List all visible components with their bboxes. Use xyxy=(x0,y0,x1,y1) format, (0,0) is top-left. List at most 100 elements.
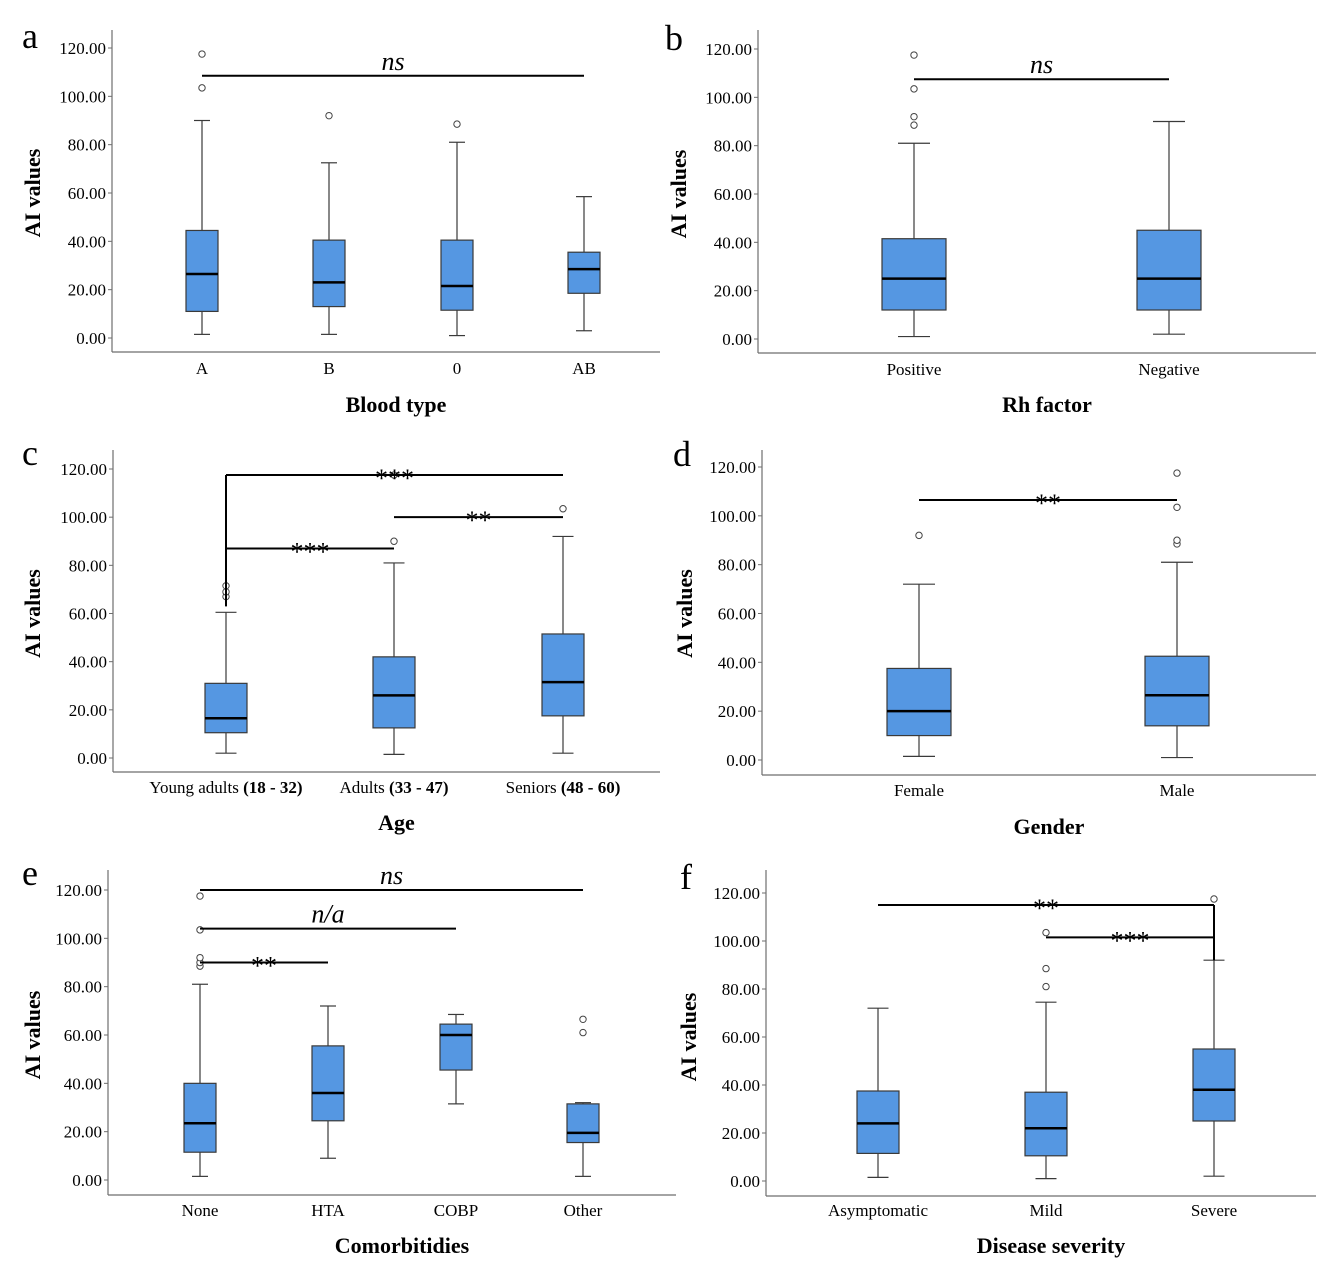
x-tick-label: Male xyxy=(1160,781,1195,800)
chart-panel-e: e 0.00 20.00 40.00 60.00 80.00 100.00 120.00 AI … xyxy=(20,853,676,1258)
outlier-point xyxy=(196,926,204,934)
y-tick-label: 100.00 xyxy=(59,87,106,106)
x-axis-label: Age xyxy=(378,810,415,835)
iqr-box xyxy=(1024,1091,1068,1157)
y-tick-label: 40.00 xyxy=(718,653,756,672)
x-tick-label: 0 xyxy=(453,359,462,378)
y-axis-label: AI values xyxy=(20,569,45,658)
x-tick-label: Seniors (48 - 60) xyxy=(506,778,621,797)
x-axis-label: Disease severity xyxy=(977,1233,1125,1258)
iqr-box xyxy=(541,633,585,717)
outlier-point xyxy=(1042,964,1050,973)
panel-letter: e xyxy=(22,853,38,893)
x-tick-label: A xyxy=(196,359,209,378)
y-tick-label: 100.00 xyxy=(60,508,107,527)
y-tick-label: 120.00 xyxy=(60,460,107,479)
x-tick-label: Severe xyxy=(1191,1201,1237,1220)
y-tick-label: 0.00 xyxy=(726,751,756,770)
box-0 xyxy=(856,1007,900,1179)
y-tick-label: 0.00 xyxy=(72,1171,102,1190)
box-1 xyxy=(311,1005,345,1159)
box-1 xyxy=(1024,928,1068,1180)
box-1 xyxy=(312,111,346,335)
outlier-point xyxy=(1042,982,1050,991)
y-tick-label: 80.00 xyxy=(64,978,102,997)
outlier-point xyxy=(198,50,206,58)
significance-bracket-0: ns xyxy=(202,47,584,77)
y-tick-label: 100.00 xyxy=(713,932,760,951)
box-3 xyxy=(567,196,601,332)
outlier-point xyxy=(453,120,461,128)
x-tick-label: HTA xyxy=(311,1201,345,1220)
y-tick-label: 20.00 xyxy=(64,1123,102,1142)
significance-label: *** xyxy=(291,537,330,566)
y-axis-label: AI values xyxy=(20,990,45,1079)
y-tick-label: 100.00 xyxy=(55,929,102,948)
y-tick-label: 0.00 xyxy=(76,329,106,348)
iqr-box xyxy=(312,239,346,308)
iqr-box xyxy=(372,656,416,729)
x-tick-label: Asymptomatic xyxy=(828,1201,929,1220)
outlier-point xyxy=(1173,469,1181,477)
y-tick-label: 120.00 xyxy=(59,39,106,58)
x-axis-label: Blood type xyxy=(346,392,447,417)
box-1 xyxy=(1136,120,1202,335)
x-tick-label: Negative xyxy=(1138,360,1199,379)
chart-panel-a: a 0.00 20.00 40.00 60.00 80.00 100.00 120.00 AI … xyxy=(20,16,660,417)
y-tick-label: 80.00 xyxy=(718,556,756,575)
significance-label: ns xyxy=(381,47,404,76)
iqr-box xyxy=(567,251,601,294)
significance-bracket-1: *** xyxy=(225,537,394,607)
iqr-box xyxy=(1144,655,1210,727)
outlier-point xyxy=(915,531,923,540)
y-tick-label: 120.00 xyxy=(705,40,752,59)
box-0 xyxy=(183,892,217,1177)
significance-label: ns xyxy=(380,861,403,890)
y-tick-label: 40.00 xyxy=(68,232,106,251)
y-tick-label: 40.00 xyxy=(64,1074,102,1093)
outlier-point xyxy=(325,111,333,120)
iqr-box xyxy=(311,1045,345,1122)
y-axis-label: AI values xyxy=(672,569,697,658)
panel-letter: b xyxy=(665,18,683,58)
y-tick-label: 40.00 xyxy=(722,1076,760,1095)
significance-label: ns xyxy=(1030,50,1053,79)
x-axis-label: Gender xyxy=(1014,814,1085,839)
outlier-point xyxy=(910,121,918,129)
box-1 xyxy=(1144,469,1210,759)
outlier-point xyxy=(1210,895,1218,903)
y-axis-label: AI values xyxy=(666,149,691,238)
x-tick-label: Female xyxy=(894,781,944,800)
y-tick-label: 40.00 xyxy=(714,233,752,252)
significance-bracket-0: ns xyxy=(914,50,1169,81)
box-0 xyxy=(204,582,248,754)
x-tick-label: Young adults (18 - 32) xyxy=(149,778,302,797)
outlier-point xyxy=(910,85,918,93)
y-tick-label: 20.00 xyxy=(68,281,106,300)
box-2 xyxy=(541,505,585,754)
y-axis-label: AI values xyxy=(676,992,701,1081)
y-tick-label: 120.00 xyxy=(713,884,760,903)
outlier-point xyxy=(1042,928,1050,937)
significance-bracket-2: ** xyxy=(200,952,328,981)
y-tick-label: 20.00 xyxy=(714,282,752,301)
outlier-point xyxy=(1173,536,1181,544)
x-axis-label: Comorbitidies xyxy=(335,1233,470,1258)
panel-letter: a xyxy=(22,16,38,56)
y-tick-label: 60.00 xyxy=(722,1028,760,1047)
x-tick-label: Positive xyxy=(887,360,942,379)
x-tick-label: COBP xyxy=(434,1201,478,1220)
iqr-box xyxy=(886,667,952,737)
y-tick-label: 80.00 xyxy=(714,137,752,156)
chart-panel-d: d 0.00 20.00 40.00 60.00 80.00 100.00 120.00 AI … xyxy=(672,434,1316,839)
y-tick-label: 0.00 xyxy=(722,330,752,349)
significance-bracket-1: n/a xyxy=(200,900,456,930)
significance-bracket-1: *** xyxy=(1046,926,1215,961)
outlier-point xyxy=(910,51,918,59)
y-tick-label: 0.00 xyxy=(730,1172,760,1191)
outlier-point xyxy=(579,1015,587,1023)
significance-bracket-0: ns xyxy=(200,861,583,891)
significance-bracket-0: ** xyxy=(878,894,1215,961)
box-0 xyxy=(185,50,219,335)
